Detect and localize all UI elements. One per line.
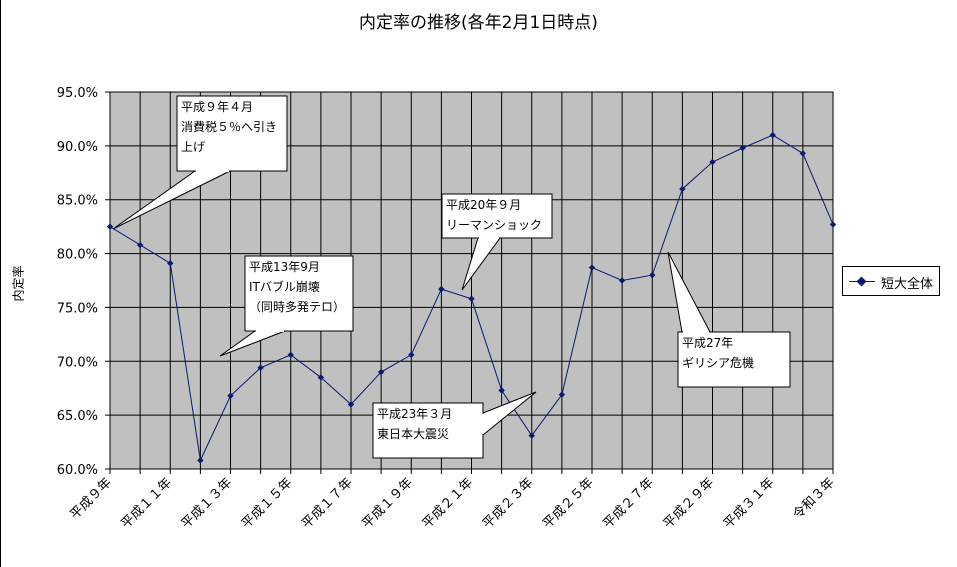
callout-box xyxy=(677,331,791,388)
annotation-text: ITバブル崩壊 xyxy=(249,279,320,294)
annotation-text: 上げ xyxy=(181,140,205,154)
data-point xyxy=(498,387,505,394)
data-point xyxy=(287,351,294,359)
data-point xyxy=(649,271,656,279)
x-tick-label: 平成３１年 xyxy=(721,475,778,532)
x-tick-label: 平成２３年 xyxy=(480,475,537,532)
data-point xyxy=(588,264,596,271)
x-tick-label: 平成１３年 xyxy=(179,475,236,532)
x-tick-label: 平成２９年 xyxy=(661,475,718,532)
data-point xyxy=(709,158,716,166)
data-point xyxy=(257,364,264,371)
x-tick-label: 平成１１年 xyxy=(118,475,175,532)
y-tick-label: 90.0% xyxy=(57,140,98,155)
x-tick-label: 平成９年 xyxy=(67,475,114,522)
x-tick-label: 令和３年 xyxy=(790,475,837,522)
callout-box xyxy=(176,95,288,172)
data-point xyxy=(347,401,355,408)
data-point xyxy=(679,185,686,193)
y-tick-label: 95.0% xyxy=(57,86,98,101)
chart-title: 内定率の推移(各年2月1日時点) xyxy=(359,13,598,33)
annotation-text: 平成20年９月 xyxy=(446,198,521,212)
data-point xyxy=(408,351,415,359)
window-edge xyxy=(0,0,1,567)
y-tick-label: 70.0% xyxy=(57,355,98,370)
y-tick-label: 65.0% xyxy=(57,409,98,424)
annotation-text: 平成27年 xyxy=(682,336,733,350)
callout-box xyxy=(441,193,553,239)
data-point xyxy=(829,221,837,228)
x-tick-label: 平成１７年 xyxy=(299,475,356,532)
legend-diamond-icon xyxy=(856,276,867,287)
data-point xyxy=(618,277,626,284)
annotation-text: 平成13年9月 xyxy=(249,260,320,274)
data-point xyxy=(317,374,325,381)
y-tick-label: 80.0% xyxy=(57,248,98,263)
legend: 短大全体 xyxy=(842,266,940,296)
y-tick-label: 85.0% xyxy=(57,194,98,209)
x-tick-label: 平成２７年 xyxy=(600,475,657,532)
data-point xyxy=(377,368,385,376)
y-tick-label: 60.0% xyxy=(57,463,98,478)
data-point xyxy=(136,241,144,249)
x-tick-label: 平成２５年 xyxy=(540,475,597,532)
callout-box xyxy=(372,402,484,459)
x-tick-label: 平成１９年 xyxy=(359,475,416,532)
x-tick-label: 平成２１年 xyxy=(420,475,477,532)
annotation-text: （同時多発テロ） xyxy=(249,300,345,314)
annotation-text: 消費税５％へ引き xyxy=(181,119,277,134)
legend-series-label: 短大全体 xyxy=(881,277,934,292)
data-point xyxy=(227,392,234,399)
annotation-text: 平成９年４月 xyxy=(181,100,253,114)
data-point xyxy=(106,223,114,230)
x-tick-label: 平成１５年 xyxy=(239,475,296,532)
annotation-text: 平成23年３月 xyxy=(377,407,452,421)
data-point xyxy=(739,144,746,152)
data-point xyxy=(438,285,445,293)
data-point xyxy=(197,457,204,464)
y-tick-label: 75.0% xyxy=(57,301,98,316)
data-point xyxy=(167,260,174,267)
annotation-text: 東日本大震災 xyxy=(377,427,449,441)
callout-box xyxy=(244,255,354,332)
data-point xyxy=(769,131,776,139)
data-point xyxy=(528,432,535,439)
data-point xyxy=(468,295,475,303)
annotation-text: リーマンショック xyxy=(446,218,542,232)
data-point xyxy=(799,150,807,157)
annotation-text: ギリシア危機 xyxy=(682,355,754,370)
data-point xyxy=(558,391,566,398)
